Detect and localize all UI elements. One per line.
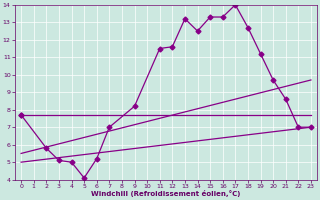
- X-axis label: Windchill (Refroidissement éolien,°C): Windchill (Refroidissement éolien,°C): [91, 190, 241, 197]
